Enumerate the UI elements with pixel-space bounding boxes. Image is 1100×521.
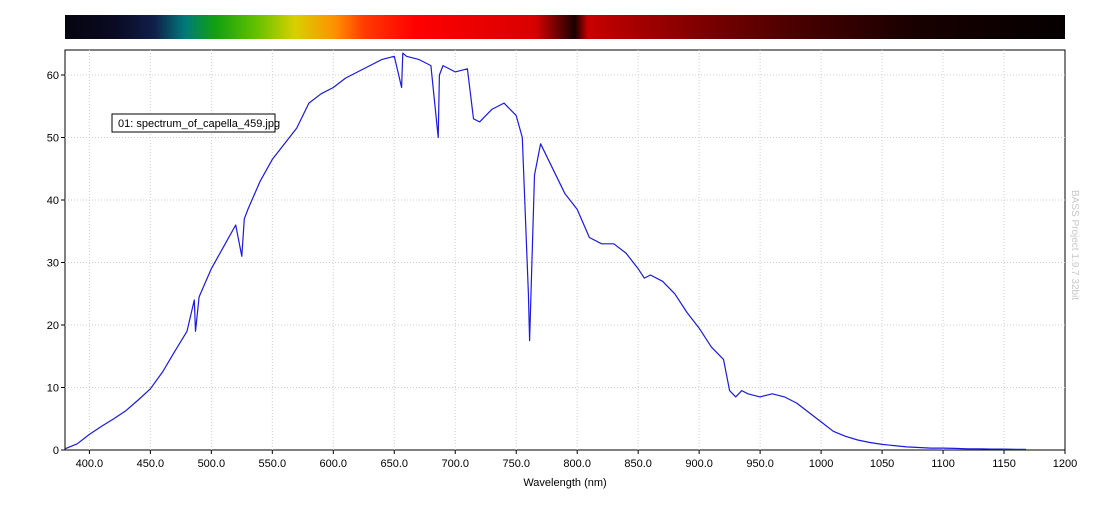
x-tick-label: 450.0 (137, 458, 165, 470)
x-tick-label: 800.0 (563, 458, 591, 470)
series-line (64, 52, 1026, 450)
y-tick-label: 0 (53, 445, 59, 457)
x-tick-label: 950.0 (746, 458, 774, 470)
x-tick-label: 500.0 (198, 458, 226, 470)
x-tick-label: 400.0 (76, 458, 104, 470)
x-tick-label: 700.0 (441, 458, 469, 470)
y-tick-label: 40 (47, 195, 59, 207)
x-tick-label: 650.0 (381, 458, 409, 470)
y-tick-label: 50 (47, 133, 59, 145)
watermark: BASS Project 1.9.7 32bit (1069, 190, 1080, 300)
x-tick-label: 1100 (931, 458, 955, 470)
x-axis-title: Wavelength (nm) (523, 477, 606, 489)
legend: 01: spectrum_of_capella_459.jpg (111, 113, 280, 133)
x-tick-label: 1150 (992, 458, 1016, 470)
x-tick-label: 550.0 (259, 458, 287, 470)
x-tick-label: 1050 (870, 458, 894, 470)
legend-box (111, 113, 276, 133)
y-tick-label: 20 (47, 320, 59, 332)
x-tick-label: 850.0 (624, 458, 652, 470)
y-tick-label: 10 (47, 383, 59, 395)
legend-entry: 01: spectrum_of_capella_459.jpg (118, 118, 280, 130)
plot-area[interactable] (64, 49, 1066, 451)
spectrum-bar (65, 15, 1065, 39)
x-tick-label: 600.0 (320, 458, 348, 470)
y-tick-label: 60 (47, 70, 59, 82)
x-tick-label: 1000 (809, 458, 833, 470)
x-tick-label: 900.0 (685, 458, 713, 470)
series-group (64, 52, 1026, 450)
axis-ticks: 400.0 450.0 500.0 550.0 600.0 650.0 700.0 750.0… (47, 70, 1077, 470)
x-tick-label: 750.0 (502, 458, 530, 470)
x-tick-label: 1200 (1053, 458, 1077, 470)
y-tick-label: 30 (47, 258, 59, 270)
